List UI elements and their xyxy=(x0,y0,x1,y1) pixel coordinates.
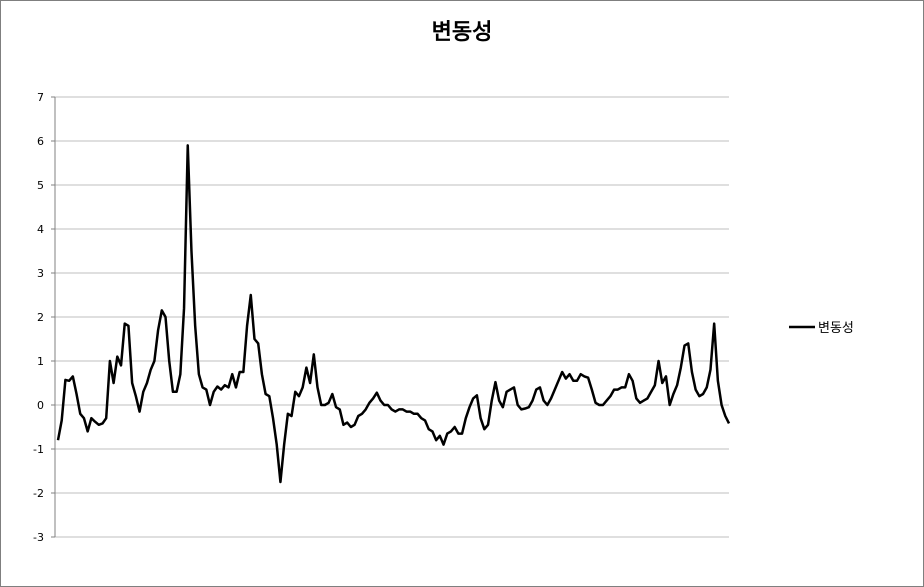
y-tick-label: -2 xyxy=(33,487,44,500)
series-group xyxy=(56,144,731,484)
legend: 변동성 xyxy=(789,321,854,336)
y-axis-ticks: 7 6 5 4 3 2 1 0 -1 -2 -3 xyxy=(33,91,55,544)
y-tick-label: -1 xyxy=(33,443,44,456)
y-tick-label: 1 xyxy=(37,355,44,368)
y-tick-label: 7 xyxy=(37,91,44,104)
y-tick-label: 0 xyxy=(37,399,44,412)
y-tick-label: 6 xyxy=(37,135,44,148)
y-tick-label: 2 xyxy=(37,311,44,324)
y-tick-label: -3 xyxy=(33,531,44,544)
y-tick-label: 5 xyxy=(37,179,44,192)
chart-title: 변동성 xyxy=(431,20,493,45)
y-tick-label: 4 xyxy=(37,223,44,236)
gridlines xyxy=(55,96,729,538)
legend-label: 변동성 xyxy=(818,321,854,336)
series-line xyxy=(56,144,731,484)
y-tick-label: 3 xyxy=(37,267,44,280)
